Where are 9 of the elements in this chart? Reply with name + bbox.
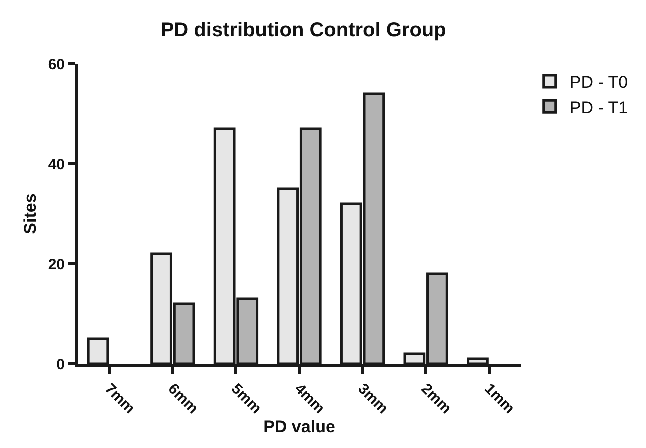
chart-title: PD distribution Control Group — [160, 19, 446, 42]
y-tick-label: 40 — [48, 156, 65, 174]
y-axis-title: Sites — [20, 194, 40, 234]
y-tick-label: 0 — [56, 356, 65, 374]
x-axis-title: PD value — [264, 417, 336, 436]
legend-label: PD - T0 — [570, 73, 628, 92]
legend-label: PD - T1 — [570, 98, 628, 118]
y-tick-label: 20 — [48, 256, 65, 274]
y-tick-label: 60 — [48, 56, 65, 74]
